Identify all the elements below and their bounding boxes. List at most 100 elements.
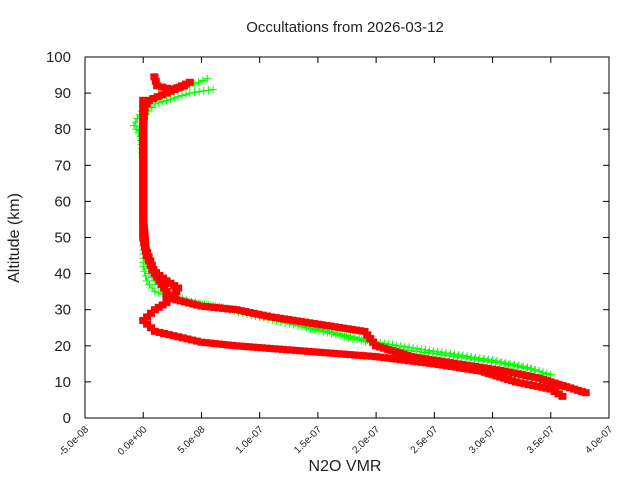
data-point [271, 314, 280, 322]
data-point [527, 364, 536, 373]
data-point [232, 306, 241, 314]
data-point [451, 363, 460, 371]
data-point [363, 352, 372, 360]
data-point [346, 332, 355, 341]
data-point [228, 305, 237, 313]
data-point [441, 349, 450, 358]
data-point [267, 313, 276, 321]
data-point [288, 316, 297, 324]
data-point [195, 87, 204, 96]
data-point [471, 353, 480, 362]
data-point [143, 313, 152, 321]
data-point [484, 355, 493, 364]
data-point [392, 355, 401, 363]
data-point [318, 321, 327, 329]
data-point [342, 350, 351, 358]
data-point [322, 321, 331, 329]
data-point [437, 348, 446, 357]
series-1 [139, 73, 590, 400]
data-point [500, 367, 509, 375]
data-point [178, 334, 187, 342]
data-point [296, 318, 305, 326]
data-point [139, 163, 148, 171]
data-point [511, 378, 520, 386]
data-point [409, 343, 418, 352]
data-point [400, 342, 409, 351]
data-point [356, 327, 365, 335]
data-point [198, 76, 207, 85]
chart-title: Occultations from 2026-03-12 [246, 19, 444, 36]
data-point [295, 347, 304, 355]
data-point [199, 86, 208, 95]
data-point [206, 339, 215, 347]
data-point [455, 364, 464, 372]
data-point [139, 143, 148, 151]
data-point [487, 365, 496, 373]
data-point [491, 366, 500, 374]
data-point [430, 360, 439, 368]
data-point [351, 326, 360, 334]
data-point [326, 322, 335, 330]
data-point [139, 183, 148, 191]
data-point [139, 171, 148, 179]
data-point [146, 309, 155, 317]
data-point [162, 96, 171, 105]
data-point [153, 273, 162, 281]
data-point [170, 291, 179, 299]
data-point [426, 359, 435, 367]
data-point [278, 345, 287, 353]
data-point [305, 319, 314, 327]
data-point [188, 336, 197, 344]
data-point [409, 357, 418, 365]
data-point [185, 89, 194, 98]
y-tick-label: 20 [54, 338, 71, 355]
data-point [210, 303, 219, 311]
data-point [181, 90, 190, 99]
data-point [513, 370, 522, 378]
data-point [343, 325, 352, 333]
data-point [197, 338, 206, 346]
data-point [245, 343, 254, 351]
y-tick-label: 30 [54, 302, 71, 319]
data-point [421, 345, 430, 354]
y-tick-label: 100 [46, 49, 71, 66]
data-point [283, 346, 292, 354]
data-point [488, 356, 497, 365]
plot-frame [84, 56, 610, 419]
x-tick-label: -5.0e-08 [57, 424, 91, 458]
data-point [219, 340, 228, 348]
data-point [139, 175, 148, 183]
data-point [174, 333, 183, 341]
y-tick-label: 60 [54, 193, 71, 210]
x-tick-label: 2.5e-07 [409, 424, 441, 456]
data-point [172, 288, 181, 296]
data-point [495, 366, 504, 374]
data-point [139, 159, 148, 167]
data-point [510, 360, 519, 369]
data-point [304, 347, 313, 355]
data-point [346, 351, 355, 359]
data-point [139, 109, 148, 117]
data-point [209, 85, 218, 94]
data-point [266, 344, 275, 352]
x-tick-label: 1.5e-07 [292, 424, 324, 456]
data-point [139, 139, 148, 147]
data-point [335, 323, 344, 331]
data-point [168, 295, 177, 303]
data-point [204, 86, 213, 95]
x-tick-label: 3.0e-07 [467, 424, 499, 456]
data-point [158, 83, 167, 91]
data-point [355, 334, 364, 343]
data-point [363, 331, 372, 339]
data-point [523, 363, 532, 372]
data-point [139, 101, 148, 109]
x-tick-label: 2.0e-07 [350, 424, 382, 456]
data-point [514, 361, 523, 370]
data-point [538, 383, 547, 391]
data-point [313, 320, 322, 328]
data-point [520, 380, 529, 388]
data-point [423, 355, 432, 363]
data-point [308, 348, 317, 356]
data-point [411, 353, 420, 361]
data-point [301, 318, 310, 326]
